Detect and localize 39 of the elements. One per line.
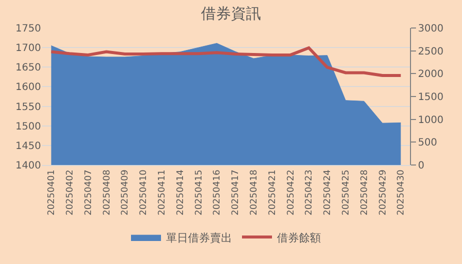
x-tick-label: 20250428: [360, 169, 370, 216]
x-tick-label: 20250417: [231, 170, 242, 216]
x-tick-label: 20250407: [84, 170, 94, 216]
x-tick-label: 20250416: [212, 169, 223, 216]
legend-label: 借券餘額: [277, 231, 321, 244]
x-tick-label: 20250421: [268, 170, 278, 216]
y-tick-label: 1650: [16, 62, 41, 74]
y2-tick-label: 3000: [418, 24, 444, 34]
y-tick-label: 1550: [16, 102, 41, 113]
y-tick-label: 1600: [16, 82, 41, 94]
legend-label: 單日借券賣出: [166, 231, 232, 244]
y-tick-label: 1450: [16, 140, 41, 152]
x-tick-label: 20250408: [102, 169, 112, 216]
y-tick-label: 1750: [16, 24, 41, 34]
chart-title: 借券資訊: [201, 4, 261, 22]
y2-tick-label: 500: [418, 138, 438, 149]
line-series: [50, 46, 402, 77]
y2-tick-label: 2000: [418, 69, 444, 80]
y-tick-label: 1700: [16, 43, 41, 54]
y2-tick-label: 0: [418, 160, 424, 172]
x-tick-label: 20250414: [176, 169, 186, 216]
x-tick-label: 20250423: [304, 170, 315, 216]
x-tick-label: 20250430: [396, 169, 407, 216]
x-tick-label: 20250409: [120, 169, 131, 216]
y2-tick-label: 2500: [418, 46, 444, 58]
x-tick-label: 20250418: [250, 169, 260, 216]
x-tick-label: 20250415: [194, 170, 204, 216]
x-tick-label: 20250401: [47, 170, 58, 216]
y2-tick-label: 1000: [418, 114, 444, 126]
y-tick-label: 1400: [16, 160, 41, 172]
y-tick-label: 1500: [16, 121, 41, 132]
x-tick-label: 20250429: [378, 169, 388, 216]
x-tick-label: 20250402: [66, 170, 76, 216]
x-tick-label: 20250424: [323, 169, 334, 216]
x-tick-label: 20250425: [342, 170, 352, 216]
y2-tick-label: 1500: [418, 92, 444, 103]
x-tick-label: 20250422: [286, 170, 296, 216]
x-tick-label: 20250410: [139, 169, 150, 216]
x-tick-label: 20250411: [158, 170, 168, 216]
